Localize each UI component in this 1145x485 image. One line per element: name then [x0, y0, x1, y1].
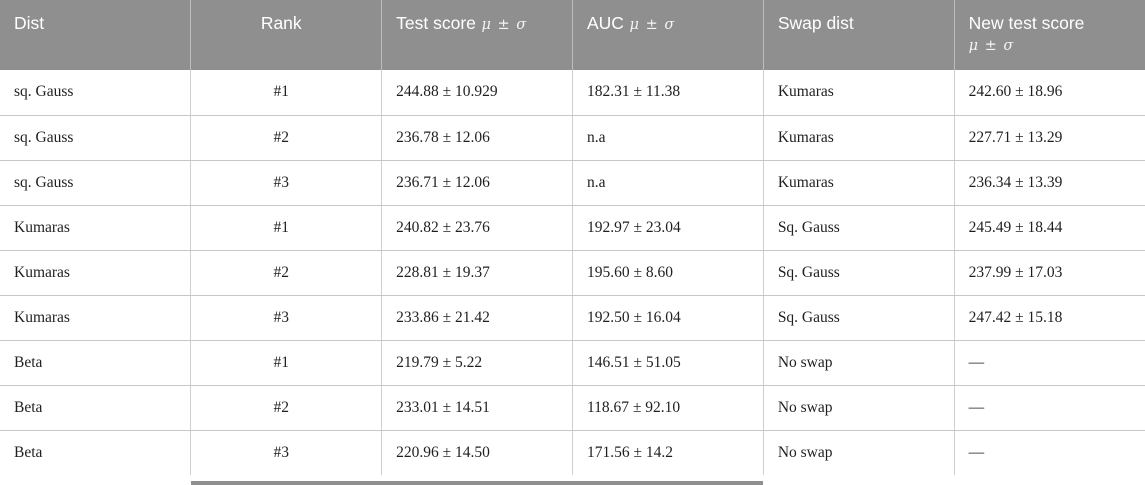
cell-test-score: 233.86 ± 21.42: [381, 295, 573, 341]
cell-new-test-score: 242.60 ± 18.96: [954, 70, 1145, 116]
cell-rank: #3: [190, 430, 383, 475]
cell-swap-dist: Sq. Gauss: [763, 205, 955, 251]
cell-test-score: 228.81 ± 19.37: [381, 250, 573, 296]
column-label: New test score: [968, 13, 1085, 33]
cell-new-test-score: 245.49 ± 18.44: [954, 205, 1145, 251]
cell-auc: 146.51 ± 51.05: [572, 340, 764, 386]
cell-test-score: 233.01 ± 14.51: [381, 385, 573, 431]
next-table-header-partial: [191, 481, 763, 485]
cell-swap-dist: Sq. Gauss: [763, 295, 955, 341]
cell-new-test-score: —: [954, 385, 1145, 431]
cell-dist: Kumaras: [0, 295, 192, 341]
cell-auc: 192.50 ± 16.04: [572, 295, 764, 341]
column-header-swap-dist: Swap dist: [763, 0, 955, 70]
cell-auc: 171.56 ± 14.2: [572, 430, 764, 475]
cell-new-test-score: 247.42 ± 15.18: [954, 295, 1145, 341]
column-label: AUC: [586, 13, 624, 33]
cell-dist: sq. Gauss: [0, 115, 192, 161]
table-body: sq. Gauss #1 244.88 ± 10.929 182.31 ± 11.38…: [0, 70, 1145, 475]
column-label: Test score: [396, 13, 476, 33]
cell-swap-dist: Kumaras: [763, 115, 955, 161]
cell-new-test-score: —: [954, 430, 1145, 475]
cell-test-score: 236.78 ± 12.06: [381, 115, 573, 161]
cell-auc: 182.31 ± 11.38: [572, 70, 764, 116]
cell-test-score: 244.88 ± 10.929: [381, 70, 573, 116]
cell-auc: 195.60 ± 8.60: [572, 250, 764, 296]
cell-swap-dist: No swap: [763, 385, 955, 431]
table-row: sq. Gauss #3 236.71 ± 12.06 n.a Kumaras 236.3…: [0, 160, 1145, 206]
math-mu-pm-sigma: μ ± σ: [475, 17, 528, 33]
cell-new-test-score: 227.71 ± 13.29: [954, 115, 1145, 161]
cell-rank: #2: [190, 115, 383, 161]
cell-swap-dist: No swap: [763, 340, 955, 386]
math-mu-pm-sigma: μ ± σ: [968, 37, 1015, 54]
table-row: Kumaras #3 233.86 ± 21.42 192.50 ± 16.04 Sq.…: [0, 295, 1145, 341]
cell-swap-dist: Sq. Gauss: [763, 250, 955, 296]
cell-dist: sq. Gauss: [0, 70, 192, 116]
cell-rank: #2: [190, 250, 383, 296]
table-row: Beta #2 233.01 ± 14.51 118.67 ± 92.10 No swa…: [0, 385, 1145, 431]
cell-dist: Beta: [0, 340, 192, 386]
column-header-auc: AUC μ ± σ: [572, 0, 764, 70]
cell-test-score: 236.71 ± 12.06: [381, 160, 573, 206]
cell-auc: 118.67 ± 92.10: [572, 385, 764, 431]
column-header-test-score: Test score μ ± σ: [381, 0, 573, 70]
cell-auc: n.a: [572, 115, 764, 161]
cell-rank: #1: [190, 70, 383, 116]
table-row: Beta #3 220.96 ± 14.50 171.56 ± 14.2 No swap…: [0, 430, 1145, 475]
column-header-new-test-score: New test score μ ± σ: [954, 0, 1145, 70]
cell-rank: #3: [190, 160, 383, 206]
column-header-dist: Dist: [0, 0, 192, 70]
cell-auc: 192.97 ± 23.04: [572, 205, 764, 251]
cell-test-score: 219.79 ± 5.22: [381, 340, 573, 386]
column-label: Dist: [14, 13, 45, 33]
header-row: Dist Rank Test score μ ± σ AUC μ ± σ Swap di…: [0, 0, 1145, 70]
results-table: Dist Rank Test score μ ± σ AUC μ ± σ Swap di…: [0, 0, 1145, 475]
cell-dist: Beta: [0, 385, 192, 431]
cell-dist: sq. Gauss: [0, 160, 192, 206]
cell-auc: n.a: [572, 160, 764, 206]
cell-test-score: 240.82 ± 23.76: [381, 205, 573, 251]
cell-new-test-score: 237.99 ± 17.03: [954, 250, 1145, 296]
cell-new-test-score: —: [954, 340, 1145, 386]
math-mu-pm-sigma: μ ± σ: [623, 17, 676, 33]
table-row: sq. Gauss #1 244.88 ± 10.929 182.31 ± 11.38…: [0, 70, 1145, 116]
cell-rank: #2: [190, 385, 383, 431]
cell-swap-dist: No swap: [763, 430, 955, 475]
table-header: Dist Rank Test score μ ± σ AUC μ ± σ Swap di…: [0, 0, 1145, 70]
table-row: Beta #1 219.79 ± 5.22 146.51 ± 51.05 No swap…: [0, 340, 1145, 386]
cell-swap-dist: Kumaras: [763, 70, 955, 116]
cell-dist: Beta: [0, 430, 192, 475]
table-row: sq. Gauss #2 236.78 ± 12.06 n.a Kumaras 227.7…: [0, 115, 1145, 161]
cell-swap-dist: Kumaras: [763, 160, 955, 206]
cell-rank: #1: [190, 340, 383, 386]
column-label: Rank: [260, 13, 302, 33]
column-header-rank: Rank: [190, 0, 383, 70]
column-label: Swap dist: [777, 13, 854, 33]
table-row: Kumaras #2 228.81 ± 19.37 195.60 ± 8.60 Sq. …: [0, 250, 1145, 296]
cell-rank: #3: [190, 295, 383, 341]
cell-new-test-score: 236.34 ± 13.39: [954, 160, 1145, 206]
cell-rank: #1: [190, 205, 383, 251]
cell-dist: Kumaras: [0, 205, 192, 251]
table-row: Kumaras #1 240.82 ± 23.76 192.97 ± 23.04 Sq.…: [0, 205, 1145, 251]
cell-dist: Kumaras: [0, 250, 192, 296]
cell-test-score: 220.96 ± 14.50: [381, 430, 573, 475]
